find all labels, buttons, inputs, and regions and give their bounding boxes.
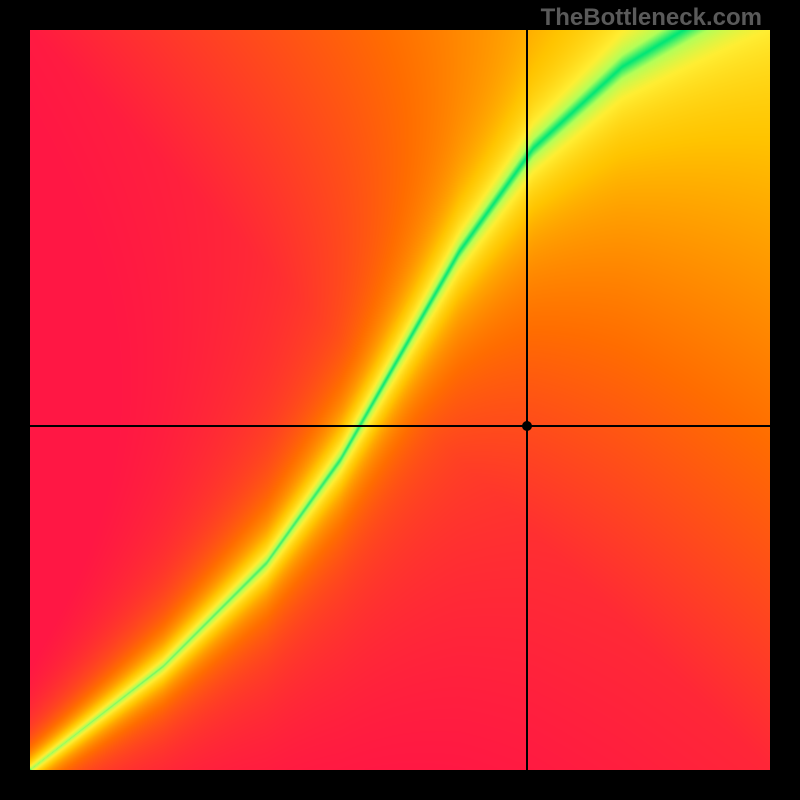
- chart-inner: [30, 30, 770, 770]
- heatmap-canvas: [30, 30, 770, 770]
- crosshair-horizontal: [30, 425, 770, 427]
- crosshair-dot: [522, 421, 532, 431]
- crosshair-vertical: [526, 30, 528, 770]
- watermark-text: TheBottleneck.com: [541, 4, 762, 32]
